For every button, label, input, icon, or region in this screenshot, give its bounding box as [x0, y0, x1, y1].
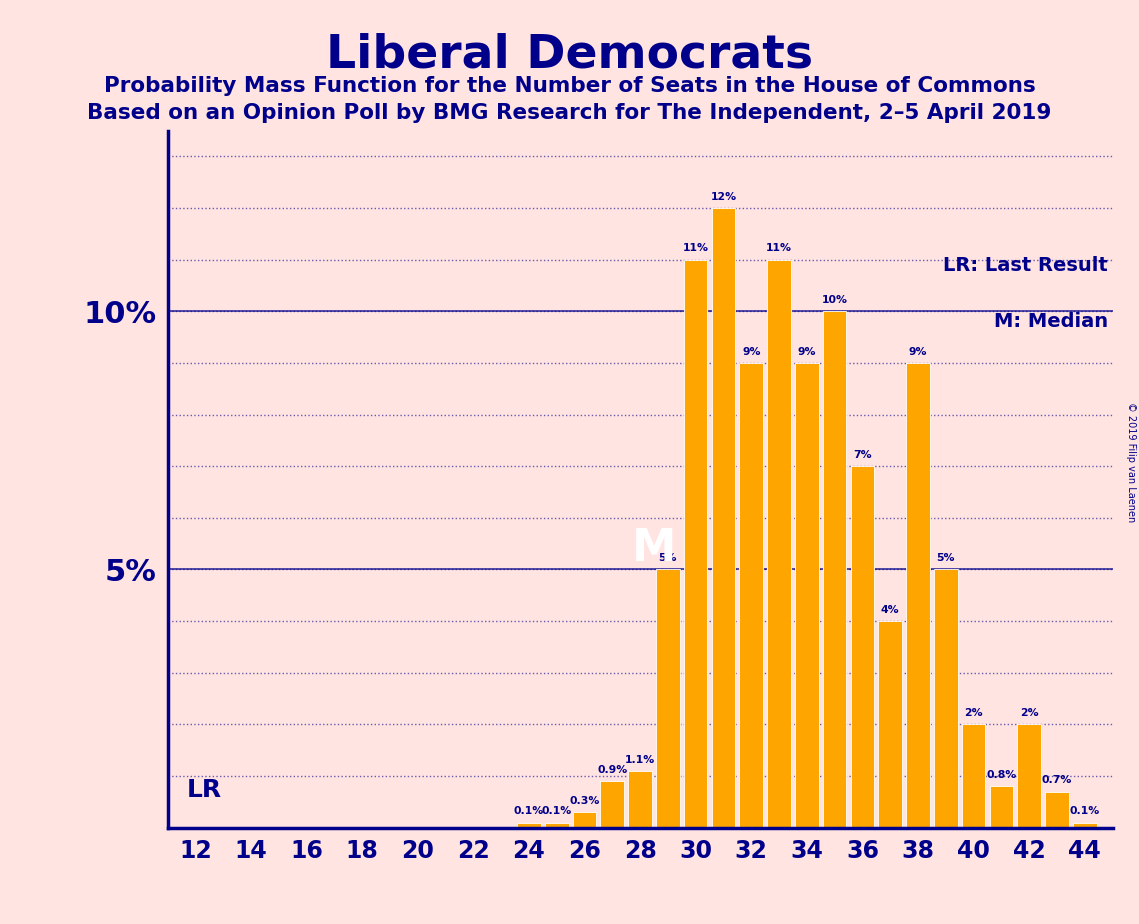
- Bar: [795, 363, 819, 828]
- Bar: [629, 771, 652, 828]
- Text: 9%: 9%: [909, 346, 927, 357]
- Bar: [990, 786, 1014, 828]
- Bar: [851, 467, 875, 828]
- Text: Liberal Democrats: Liberal Democrats: [326, 32, 813, 78]
- Text: 11%: 11%: [682, 243, 708, 253]
- Text: M: M: [632, 528, 677, 570]
- Bar: [573, 812, 597, 828]
- Bar: [712, 208, 736, 828]
- Text: LR: Last Result: LR: Last Result: [943, 256, 1108, 275]
- Text: Probability Mass Function for the Number of Seats in the House of Commons: Probability Mass Function for the Number…: [104, 76, 1035, 96]
- Text: 2%: 2%: [1019, 708, 1039, 718]
- Text: 1.1%: 1.1%: [625, 755, 655, 765]
- Text: 12%: 12%: [711, 192, 737, 201]
- Text: 0.1%: 0.1%: [1070, 807, 1100, 816]
- Bar: [934, 569, 958, 828]
- Text: 0.3%: 0.3%: [570, 796, 600, 806]
- Bar: [656, 569, 680, 828]
- Text: 4%: 4%: [880, 605, 900, 614]
- Text: 9%: 9%: [741, 346, 761, 357]
- Text: 0.1%: 0.1%: [514, 807, 544, 816]
- Bar: [517, 822, 541, 828]
- Text: 5%: 5%: [936, 553, 956, 564]
- Bar: [739, 363, 763, 828]
- Text: 2%: 2%: [965, 708, 983, 718]
- Text: 0.7%: 0.7%: [1042, 775, 1072, 785]
- Bar: [907, 363, 929, 828]
- Text: 10%: 10%: [821, 295, 847, 305]
- Text: 0.9%: 0.9%: [597, 765, 628, 775]
- Text: 5%: 5%: [658, 553, 678, 564]
- Bar: [600, 781, 624, 828]
- Bar: [683, 260, 707, 828]
- Text: 0.8%: 0.8%: [986, 771, 1016, 780]
- Bar: [878, 621, 902, 828]
- Bar: [961, 724, 985, 828]
- Text: 7%: 7%: [853, 450, 871, 460]
- Text: © 2019 Filip van Laenen: © 2019 Filip van Laenen: [1126, 402, 1136, 522]
- Bar: [544, 822, 568, 828]
- Text: 9%: 9%: [797, 346, 817, 357]
- Text: Based on an Opinion Poll by BMG Research for The Independent, 2–5 April 2019: Based on an Opinion Poll by BMG Research…: [88, 103, 1051, 124]
- Text: 11%: 11%: [767, 243, 792, 253]
- Text: LR: LR: [187, 778, 222, 802]
- Bar: [1017, 724, 1041, 828]
- Bar: [822, 311, 846, 828]
- Text: 0.1%: 0.1%: [541, 807, 572, 816]
- Text: M: Median: M: Median: [993, 311, 1108, 331]
- Bar: [1073, 822, 1097, 828]
- Bar: [768, 260, 790, 828]
- Bar: [1046, 792, 1068, 828]
